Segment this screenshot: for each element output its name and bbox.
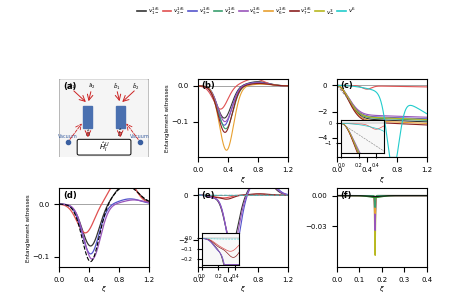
- Y-axis label: Entanglement witnesses: Entanglement witnesses: [165, 84, 170, 152]
- Text: (b): (b): [202, 81, 216, 90]
- Text: (f): (f): [341, 191, 352, 200]
- Text: $\hat{a}_1$: $\hat{a}_1$: [68, 82, 75, 92]
- Text: (e): (e): [202, 191, 215, 200]
- FancyBboxPatch shape: [77, 139, 131, 155]
- X-axis label: $\xi$: $\xi$: [101, 284, 107, 294]
- FancyBboxPatch shape: [59, 79, 149, 158]
- Bar: [83, 106, 92, 128]
- Text: Vacuum: Vacuum: [58, 134, 78, 139]
- Text: $\hat{a}$: $\hat{a}$: [85, 129, 91, 139]
- Text: Vacuum: Vacuum: [130, 134, 150, 139]
- Text: $\hat{a}_2$: $\hat{a}_2$: [88, 82, 95, 92]
- Text: $\hat{b}$: $\hat{b}$: [117, 128, 123, 140]
- X-axis label: $\xi$: $\xi$: [240, 175, 246, 184]
- Text: $\hat{H}_I^U$: $\hat{H}_I^U$: [99, 140, 109, 154]
- X-axis label: $\xi$: $\xi$: [379, 175, 385, 184]
- Text: $\hat{b}_2$: $\hat{b}_2$: [133, 81, 140, 92]
- X-axis label: $\xi$: $\xi$: [379, 284, 385, 294]
- Text: (d): (d): [63, 191, 77, 200]
- X-axis label: $\xi$: $\xi$: [240, 284, 246, 294]
- Legend: $v_{1-}^{1/6}$, $v_{2-}^{1/6}$, $v_{3-}^{1/6}$, $v_{4-}^{1/6}$, $v_{5-}^{1/6}$, : $v_{1-}^{1/6}$, $v_{2-}^{1/6}$, $v_{3-}^…: [135, 3, 358, 19]
- Text: $\hat{b}_1$: $\hat{b}_1$: [113, 81, 120, 92]
- Y-axis label: Entanglement witnesses: Entanglement witnesses: [26, 194, 31, 262]
- Text: (a): (a): [63, 82, 76, 91]
- Bar: [116, 106, 125, 128]
- Text: (c): (c): [341, 81, 353, 90]
